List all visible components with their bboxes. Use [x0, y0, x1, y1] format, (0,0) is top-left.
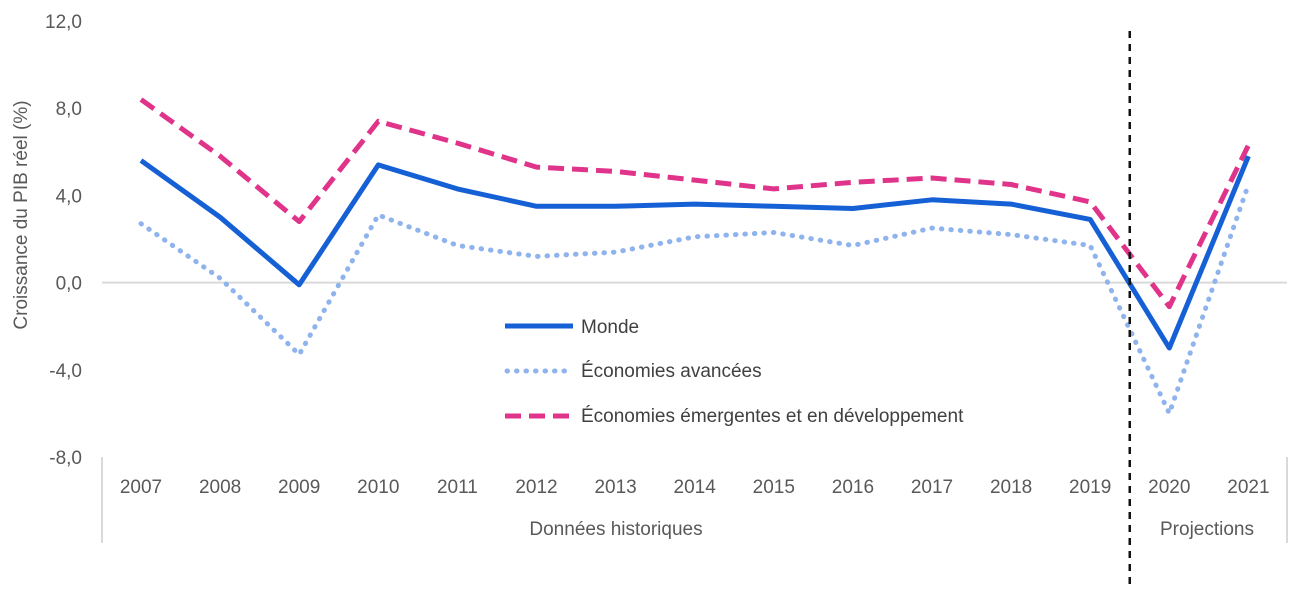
y-tick-label: -8,0: [49, 448, 82, 469]
series-line-monde: [139, 155, 1251, 351]
y-tick-label: 12,0: [45, 12, 82, 33]
x-tick-label: 2017: [911, 477, 953, 498]
x-tick-label: 2018: [990, 477, 1032, 498]
x-ticks: 2007 2008 2009 2010 2011 2012 2013 2014 2015 2016…: [120, 477, 1270, 498]
y-tick-label: 0,0: [56, 274, 82, 295]
legend-label-monde: Monde: [581, 317, 639, 338]
x-tick-label: 2016: [832, 477, 874, 498]
x-tick-label: 2014: [674, 477, 717, 498]
y-ticks: 12,0 8,0 4,0 0,0 -4,0 -8,0: [45, 12, 82, 469]
y-tick-label: -4,0: [49, 361, 82, 382]
legend-item-economies-avancees: Économies avancées: [504, 361, 762, 382]
legend-item-monde: Monde: [505, 317, 639, 338]
x-tick-label: 2009: [278, 477, 320, 498]
y-tick-label: 8,0: [56, 99, 82, 120]
legend-label-economies-avancees: Économies avancées: [581, 361, 762, 382]
x-tick-label: 2012: [515, 477, 557, 498]
group-labels: Données historiques Projections: [529, 519, 1254, 540]
x-tick-label: 2007: [120, 477, 162, 498]
x-tick-label: 2013: [594, 477, 636, 498]
legend-label-economies-emergentes: Économies émergentes et en développement: [581, 406, 964, 427]
series-line-economies-avancees: [138, 182, 1251, 416]
x-tick-label: 2015: [753, 477, 795, 498]
x-tick-label: 2010: [357, 477, 399, 498]
legend-item-economies-emergentes: Économies émergentes et en développement: [505, 406, 964, 427]
x-tick-label: 2021: [1227, 477, 1269, 498]
series-line-economies-emergentes-et-en-developpement: [139, 97, 1251, 310]
group-label-projections: Projections: [1160, 519, 1254, 540]
x-tick-label: 2020: [1148, 477, 1190, 498]
y-tick-label: 4,0: [56, 186, 82, 207]
x-tick-label: 2011: [437, 477, 478, 498]
x-tick-label: 2008: [199, 477, 241, 498]
series-layer: [138, 97, 1251, 416]
y-axis-label: Croissance du PIB réel (%): [11, 100, 32, 329]
x-tick-label: 2019: [1069, 477, 1111, 498]
legend: Monde Économies avancées Économies émerg…: [504, 317, 964, 427]
group-label-historical: Données historiques: [529, 519, 702, 540]
